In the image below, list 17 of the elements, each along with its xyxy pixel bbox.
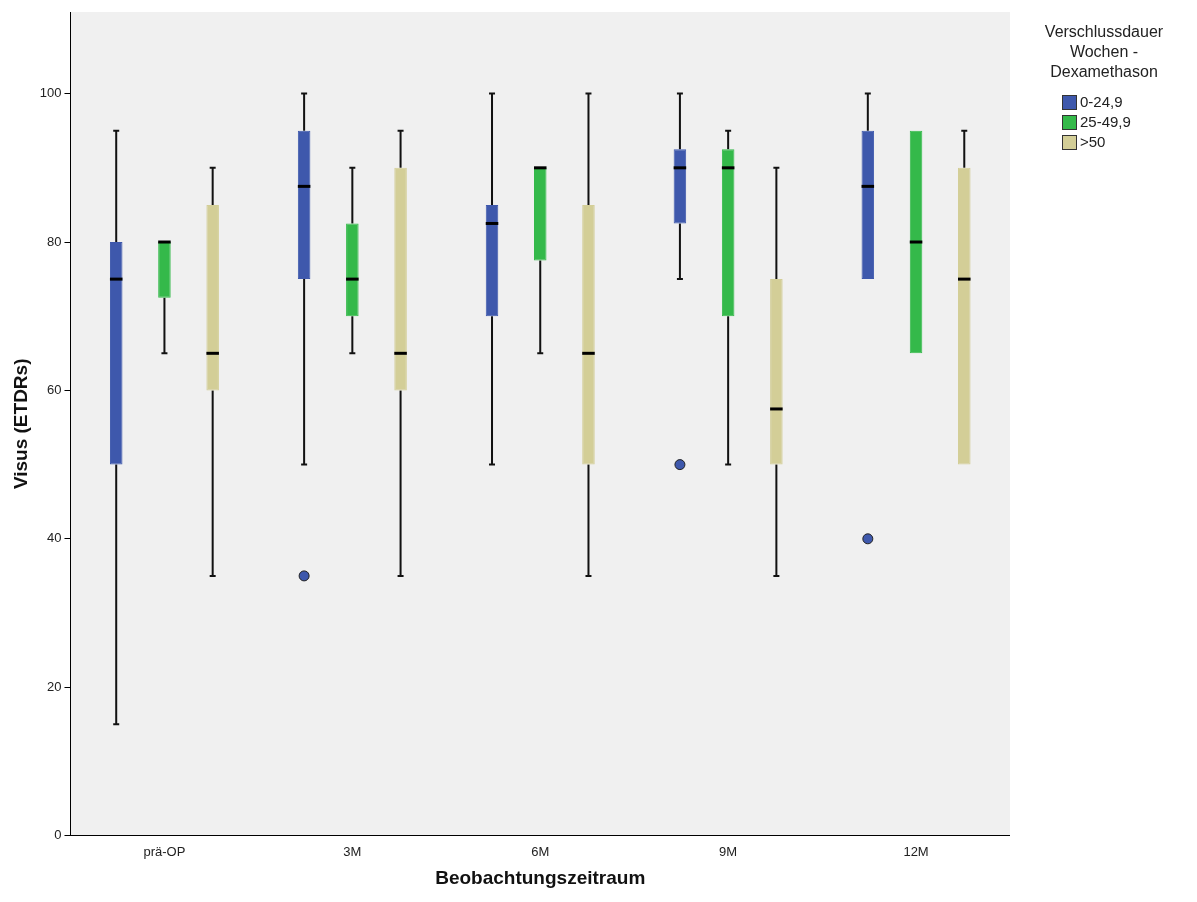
y-tick-label: 60 — [47, 381, 62, 397]
x-axis-title: Beobachtungszeitraum — [435, 866, 646, 888]
legend-label: 0-24,9 — [1080, 92, 1123, 112]
legend-label: >50 — [1080, 132, 1106, 152]
y-tick-label: 40 — [47, 530, 62, 546]
y-tick-label: 20 — [47, 678, 62, 694]
x-tick-label: 3M — [343, 843, 362, 859]
y-tick-label: 100 — [39, 85, 62, 101]
y-axis-title: Visus (ETDRs) — [9, 358, 31, 490]
x-tick-label: 6M — [531, 843, 550, 859]
y-tick-label: 80 — [47, 233, 62, 249]
x-tick-label: prä-OP — [143, 843, 186, 859]
legend-title: Verschlussdauer Wochen - Dexamethason — [1043, 22, 1165, 82]
x-tick-label: 12M — [903, 843, 929, 859]
x-tick-label: 9M — [719, 843, 738, 859]
y-tick-label: 0 — [54, 827, 62, 843]
legend-label: 25-49,9 — [1080, 112, 1131, 132]
